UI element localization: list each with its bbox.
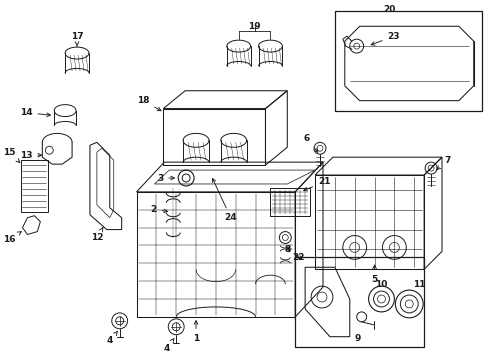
Text: 11: 11 xyxy=(412,280,425,289)
Text: 18: 18 xyxy=(137,96,161,111)
Text: 21: 21 xyxy=(303,177,330,191)
Text: 17: 17 xyxy=(71,32,83,46)
Text: 1: 1 xyxy=(193,321,199,343)
Bar xyxy=(20,160,48,212)
Text: 7: 7 xyxy=(436,156,449,170)
Bar xyxy=(334,12,481,111)
Text: 20: 20 xyxy=(383,5,395,14)
Text: 9: 9 xyxy=(354,334,360,343)
Text: 13: 13 xyxy=(20,151,41,160)
Bar xyxy=(270,188,309,216)
Text: 19: 19 xyxy=(248,22,260,31)
Text: 10: 10 xyxy=(375,280,387,289)
Text: 14: 14 xyxy=(20,108,50,117)
Text: 23: 23 xyxy=(370,32,399,45)
Text: 12: 12 xyxy=(90,228,103,242)
Text: 8: 8 xyxy=(284,245,302,259)
Text: 15: 15 xyxy=(3,148,20,162)
Text: 4: 4 xyxy=(106,331,117,345)
Text: 24: 24 xyxy=(212,179,237,222)
Text: 6: 6 xyxy=(303,134,317,152)
Text: 3: 3 xyxy=(157,174,174,183)
Bar xyxy=(295,257,423,347)
Text: 5: 5 xyxy=(371,265,377,284)
Text: 22: 22 xyxy=(287,248,304,262)
Text: 4: 4 xyxy=(163,339,174,353)
Text: 16: 16 xyxy=(3,231,21,244)
Text: 2: 2 xyxy=(150,205,167,214)
